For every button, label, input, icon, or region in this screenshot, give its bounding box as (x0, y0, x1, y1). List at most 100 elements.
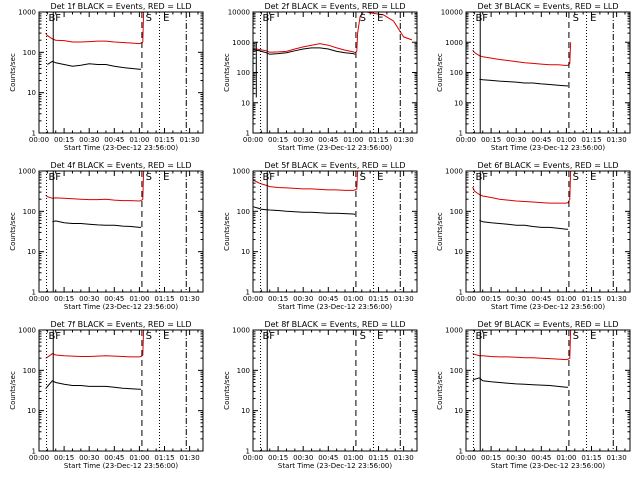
y-tick-label: 1000 (232, 168, 250, 176)
x-tick-label: 00:15 (54, 295, 74, 303)
x-tick-label: 01:00 (343, 295, 363, 303)
x-tick-label: 01:30 (180, 454, 200, 462)
y-axis-label: Counts/sec (9, 371, 17, 410)
x-tick-label: 00:00 (243, 295, 263, 303)
marker-label-b: B (49, 331, 56, 342)
marker-label-s: S (573, 331, 579, 342)
y-tick-label: 100 (23, 208, 36, 216)
plot-frame (465, 329, 631, 452)
y-tick-label: 10 (241, 99, 250, 107)
x-tick-label: 00:15 (268, 454, 288, 462)
marker-label-s: S (146, 331, 152, 342)
panel-title: Det 2f BLACK = Events, RED = LLD (264, 2, 405, 11)
series-lld (472, 42, 572, 67)
y-axis-label: Counts/sec (223, 371, 231, 410)
x-tick-label: 00:30 (506, 454, 526, 462)
x-tick-label: 01:30 (394, 136, 414, 144)
x-tick-label: 01:00 (129, 454, 149, 462)
marker-label-s: S (573, 13, 579, 24)
y-tick-label: 1000 (232, 327, 250, 335)
x-axis-label: Start Time (23-Dec-12 23:56:00) (64, 303, 178, 311)
x-tick-label: 01:15 (581, 295, 601, 303)
marker-label-f: F (269, 13, 275, 24)
marker-label-e: E (163, 172, 169, 183)
plot-frame (38, 329, 204, 452)
panel-title: Det 8f BLACK = Events, RED = LLD (264, 320, 405, 329)
marker-label-f: F (482, 172, 488, 183)
marker-label-f: F (55, 172, 61, 183)
marker-label-e: E (377, 331, 383, 342)
y-tick-label: 1000 (232, 39, 250, 47)
x-tick-label: 00:00 (456, 136, 476, 144)
y-axis-label: Counts/sec (436, 212, 444, 251)
detector-panel-9: Det 9f BLACK = Events, RED = LLD B F S E 1 10 1… (436, 320, 631, 470)
x-tick-label: 01:15 (154, 136, 174, 144)
x-tick-label: 01:00 (556, 454, 576, 462)
x-tick-label: 00:45 (104, 295, 124, 303)
x-tick-label: 00:00 (29, 454, 49, 462)
y-tick-label: 100 (23, 367, 36, 375)
x-tick-label: 01:15 (581, 454, 601, 462)
marker-label-f: F (482, 13, 488, 24)
x-tick-label: 00:45 (531, 295, 551, 303)
x-tick-label: 00:30 (293, 295, 313, 303)
x-tick-label: 00:15 (481, 454, 501, 462)
y-axis-label: Counts/sec (9, 53, 17, 92)
series-events (252, 47, 356, 55)
x-tick-label: 00:30 (79, 136, 99, 144)
series-lld (45, 170, 145, 202)
x-tick-label: 00:30 (293, 136, 313, 144)
x-tick-label: 01:15 (581, 136, 601, 144)
y-axis-label: Counts/sec (436, 371, 444, 410)
series-lld (45, 329, 145, 359)
y-tick-label: 100 (23, 49, 36, 57)
marker-label-s: S (360, 331, 366, 342)
x-tick-label: 00:45 (318, 136, 338, 144)
panel-title: Det 5f BLACK = Events, RED = LLD (264, 161, 405, 170)
marker-label-s: S (360, 13, 366, 24)
y-tick-label: 1000 (18, 9, 36, 17)
x-axis-label: Start Time (23-Dec-12 23:56:00) (64, 144, 178, 152)
series-lld (472, 170, 572, 204)
panel-title: Det 7f BLACK = Events, RED = LLD (50, 320, 191, 329)
x-tick-label: 01:00 (556, 295, 576, 303)
x-tick-label: 01:00 (556, 136, 576, 144)
x-tick-label: 00:30 (293, 454, 313, 462)
marker-label-e: E (163, 13, 169, 24)
y-tick-label: 10000 (441, 9, 463, 17)
y-axis-label: Counts/sec (436, 53, 444, 92)
x-tick-label: 00:45 (531, 454, 551, 462)
plot-frame (252, 329, 418, 452)
x-tick-label: 01:00 (129, 136, 149, 144)
x-tick-label: 01:00 (343, 136, 363, 144)
series-lld (252, 11, 413, 54)
detector-panel-4: Det 4f BLACK = Events, RED = LLD B F S E 1 10 1… (9, 161, 204, 311)
x-tick-label: 00:00 (29, 136, 49, 144)
x-axis-label: Start Time (23-Dec-12 23:56:00) (278, 144, 392, 152)
x-tick-label: 01:15 (368, 454, 388, 462)
detector-panel-7: Det 7f BLACK = Events, RED = LLD B F S E 1 10 1… (9, 320, 204, 470)
x-axis-label: Start Time (23-Dec-12 23:56:00) (278, 462, 392, 470)
y-tick-label: 1000 (18, 168, 36, 176)
y-tick-label: 1 (459, 289, 463, 297)
plot-frame (465, 170, 631, 293)
y-axis-label: Counts/sec (9, 212, 17, 251)
x-tick-label: 01:30 (180, 295, 200, 303)
y-tick-label: 1 (459, 448, 463, 456)
y-tick-label: 100 (450, 367, 463, 375)
marker-label-s: S (146, 172, 152, 183)
series-events (52, 220, 142, 228)
marker-label-s: S (360, 172, 366, 183)
y-tick-label: 10 (27, 89, 36, 97)
marker-label-f: F (55, 13, 61, 24)
plot-frame (38, 11, 204, 134)
y-tick-label: 10 (241, 407, 250, 415)
x-tick-label: 00:30 (506, 295, 526, 303)
series-events (479, 78, 569, 87)
marker-label-e: E (163, 331, 169, 342)
marker-label-b: B (476, 13, 483, 24)
x-tick-label: 00:30 (79, 295, 99, 303)
panel-title: Det 4f BLACK = Events, RED = LLD (50, 161, 191, 170)
x-tick-label: 00:15 (481, 295, 501, 303)
